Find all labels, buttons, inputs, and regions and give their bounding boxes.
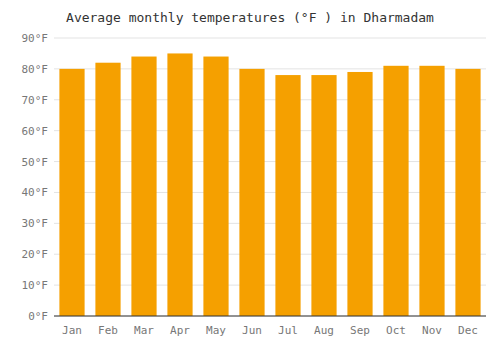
x-tick-label: Feb bbox=[98, 324, 118, 337]
grid-line bbox=[54, 316, 486, 317]
bar bbox=[131, 57, 156, 316]
bar bbox=[311, 75, 336, 316]
chart-title: Average monthly temperatures (°F ) in Dh… bbox=[66, 10, 434, 25]
y-tick-label: 20°F bbox=[22, 248, 49, 261]
y-tick-label: 80°F bbox=[22, 63, 49, 76]
bars bbox=[59, 53, 480, 316]
y-tick-label: 0°F bbox=[28, 310, 48, 323]
bar bbox=[95, 63, 120, 316]
bar bbox=[383, 66, 408, 316]
x-tick-label: Dec bbox=[458, 324, 478, 337]
y-tick-label: 30°F bbox=[22, 217, 49, 230]
x-tick-label: Jun bbox=[242, 324, 262, 337]
y-tick-label: 60°F bbox=[22, 125, 49, 138]
bar bbox=[455, 69, 480, 316]
grid-line bbox=[54, 38, 486, 39]
y-tick-labels: 0°F 10°F 20°F 30°F 40°F 50°F 60°F 70°F 80°F 90°F bbox=[22, 32, 49, 323]
x-axis-line bbox=[54, 316, 486, 317]
bar bbox=[239, 69, 264, 316]
y-tick-label: 90°F bbox=[22, 32, 49, 45]
bar bbox=[347, 72, 372, 316]
grid bbox=[54, 38, 486, 316]
x-tick-label: May bbox=[206, 324, 226, 337]
page-body: {"chart_data": {"type": "bar", "title": … bbox=[0, 0, 500, 350]
bar bbox=[59, 69, 84, 316]
x-tick-label: Jan bbox=[62, 324, 82, 337]
x-tick-label: Mar bbox=[134, 324, 154, 337]
x-tick-label: Nov bbox=[422, 324, 442, 337]
x-tick-label: Oct bbox=[386, 324, 406, 337]
bar bbox=[419, 66, 444, 316]
x-tick-label: Jul bbox=[278, 324, 298, 337]
x-tick-label: Sep bbox=[350, 324, 370, 337]
bar bbox=[167, 53, 192, 316]
bar bbox=[275, 75, 300, 316]
chart-svg: Average monthly temperatures (°F ) in Dh… bbox=[0, 0, 500, 350]
page: Chart html, body { margin: 0; padding: 0… bbox=[0, 0, 500, 350]
y-tick-label: 70°F bbox=[22, 94, 49, 107]
bar bbox=[203, 57, 228, 316]
x-tick-labels: Jan Feb Mar Apr May Jun Jul Aug Sep Oct Nov Dec bbox=[62, 324, 478, 337]
y-tick-label: 50°F bbox=[22, 156, 49, 169]
y-tick-label: 10°F bbox=[22, 279, 49, 292]
chart-container: Average monthly temperatures (°F ) in Dh… bbox=[0, 0, 500, 350]
x-tick-label: Apr bbox=[170, 324, 190, 337]
y-tick-label: 40°F bbox=[22, 186, 49, 199]
x-tick-label: Aug bbox=[314, 324, 334, 337]
